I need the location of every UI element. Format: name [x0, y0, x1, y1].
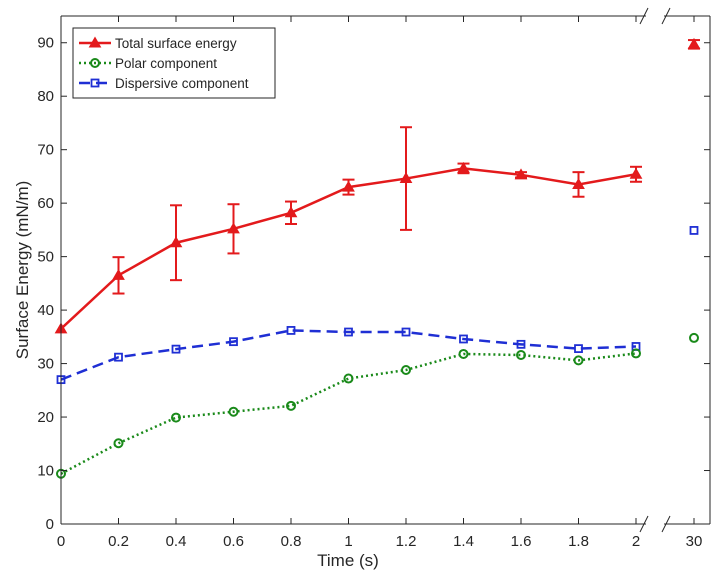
data-point	[171, 412, 181, 423]
y-tick-label: 20	[37, 409, 54, 426]
data-point	[629, 167, 643, 179]
top-axis-break-gap	[646, 14, 664, 18]
data-point	[401, 364, 411, 375]
series-polar-component	[56, 332, 699, 479]
data-point	[572, 177, 585, 189]
data-point	[286, 326, 296, 335]
series-line	[60, 329, 637, 381]
data-point	[227, 222, 240, 234]
data-point	[514, 168, 528, 180]
x-axis-break-gap	[646, 522, 664, 526]
legend-box	[72, 27, 276, 99]
x-tick-label: 1.8	[568, 533, 589, 550]
x-axis-label: Time (s)	[317, 551, 379, 570]
data-point	[573, 355, 584, 366]
y-tick-label: 60	[37, 195, 54, 212]
plot-area	[54, 37, 701, 479]
data-point	[689, 332, 699, 343]
data-point	[687, 37, 701, 49]
legend: Total surface energy Polar component Dispe…	[72, 27, 276, 99]
data-point	[169, 236, 183, 248]
data-point	[399, 172, 413, 184]
legend-label: Total surface energy	[115, 36, 237, 51]
x-tick-label: 2	[632, 533, 640, 550]
x-tick-label: 0.6	[223, 533, 244, 550]
x-tick-label: 0	[57, 533, 65, 550]
data-point	[401, 327, 411, 337]
data-point	[113, 438, 124, 449]
data-point	[516, 350, 526, 361]
legend-marker	[90, 78, 100, 88]
y-tick-label: 70	[37, 142, 54, 159]
data-point	[171, 344, 181, 354]
legend-marker	[90, 58, 100, 68]
series-total-surface-energy	[54, 37, 701, 334]
x-tick-label: 1.4	[453, 533, 474, 550]
y-tick-label: 50	[37, 249, 54, 266]
y-axis-label: Surface Energy (mN/m)	[13, 181, 32, 360]
x-tick-label: 0.2	[108, 533, 129, 550]
data-point	[284, 206, 298, 218]
data-point	[228, 406, 239, 417]
y-tick-label: 10	[37, 463, 54, 480]
axis-break-mark	[661, 515, 671, 533]
axes: 0 10 20 30 40 50 60 70 80 90 0 0.2 0.4 0.6 0.8 1 1.2 1.4 1…	[37, 7, 711, 550]
data-point	[458, 348, 469, 359]
x-tick-label: 0.8	[281, 533, 302, 550]
y-tick-label: 30	[37, 356, 54, 373]
x-tick-label: 1.2	[396, 533, 417, 550]
data-point	[342, 180, 355, 192]
data-point	[112, 268, 125, 280]
axis-break-mark	[661, 7, 671, 25]
y-tick-label: 80	[37, 88, 54, 105]
data-point	[689, 226, 699, 235]
series-line	[60, 352, 637, 475]
legend-label: Dispersive component	[115, 76, 249, 91]
y-tick-label: 0	[46, 516, 54, 533]
x-tick-label: 1	[344, 533, 352, 550]
x-tick-label: 1.6	[511, 533, 532, 550]
y-tick-label: 90	[37, 35, 54, 52]
data-point	[574, 344, 583, 354]
legend-item-total-surface-energy: Total surface energy	[79, 36, 237, 51]
data-point	[344, 327, 353, 337]
axis-break-mark	[639, 515, 649, 533]
x-tick-label: 30	[686, 533, 703, 550]
y-tick-label: 40	[37, 302, 54, 319]
data-point	[459, 334, 468, 344]
data-point	[631, 348, 641, 359]
axis-break-mark	[639, 7, 649, 25]
data-point	[343, 373, 354, 384]
legend-label: Polar component	[115, 56, 217, 71]
legend-item-polar-component: Polar component	[79, 56, 217, 71]
data-point	[516, 339, 526, 349]
data-point	[286, 400, 296, 411]
series-dispersive-component	[56, 226, 699, 385]
data-point	[114, 352, 123, 362]
data-point	[229, 337, 238, 347]
data-point	[457, 161, 470, 173]
legend-item-dispersive-component: Dispersive component	[79, 76, 249, 91]
x-tick-label: 0.4	[166, 533, 187, 550]
legend-marker	[88, 36, 102, 48]
